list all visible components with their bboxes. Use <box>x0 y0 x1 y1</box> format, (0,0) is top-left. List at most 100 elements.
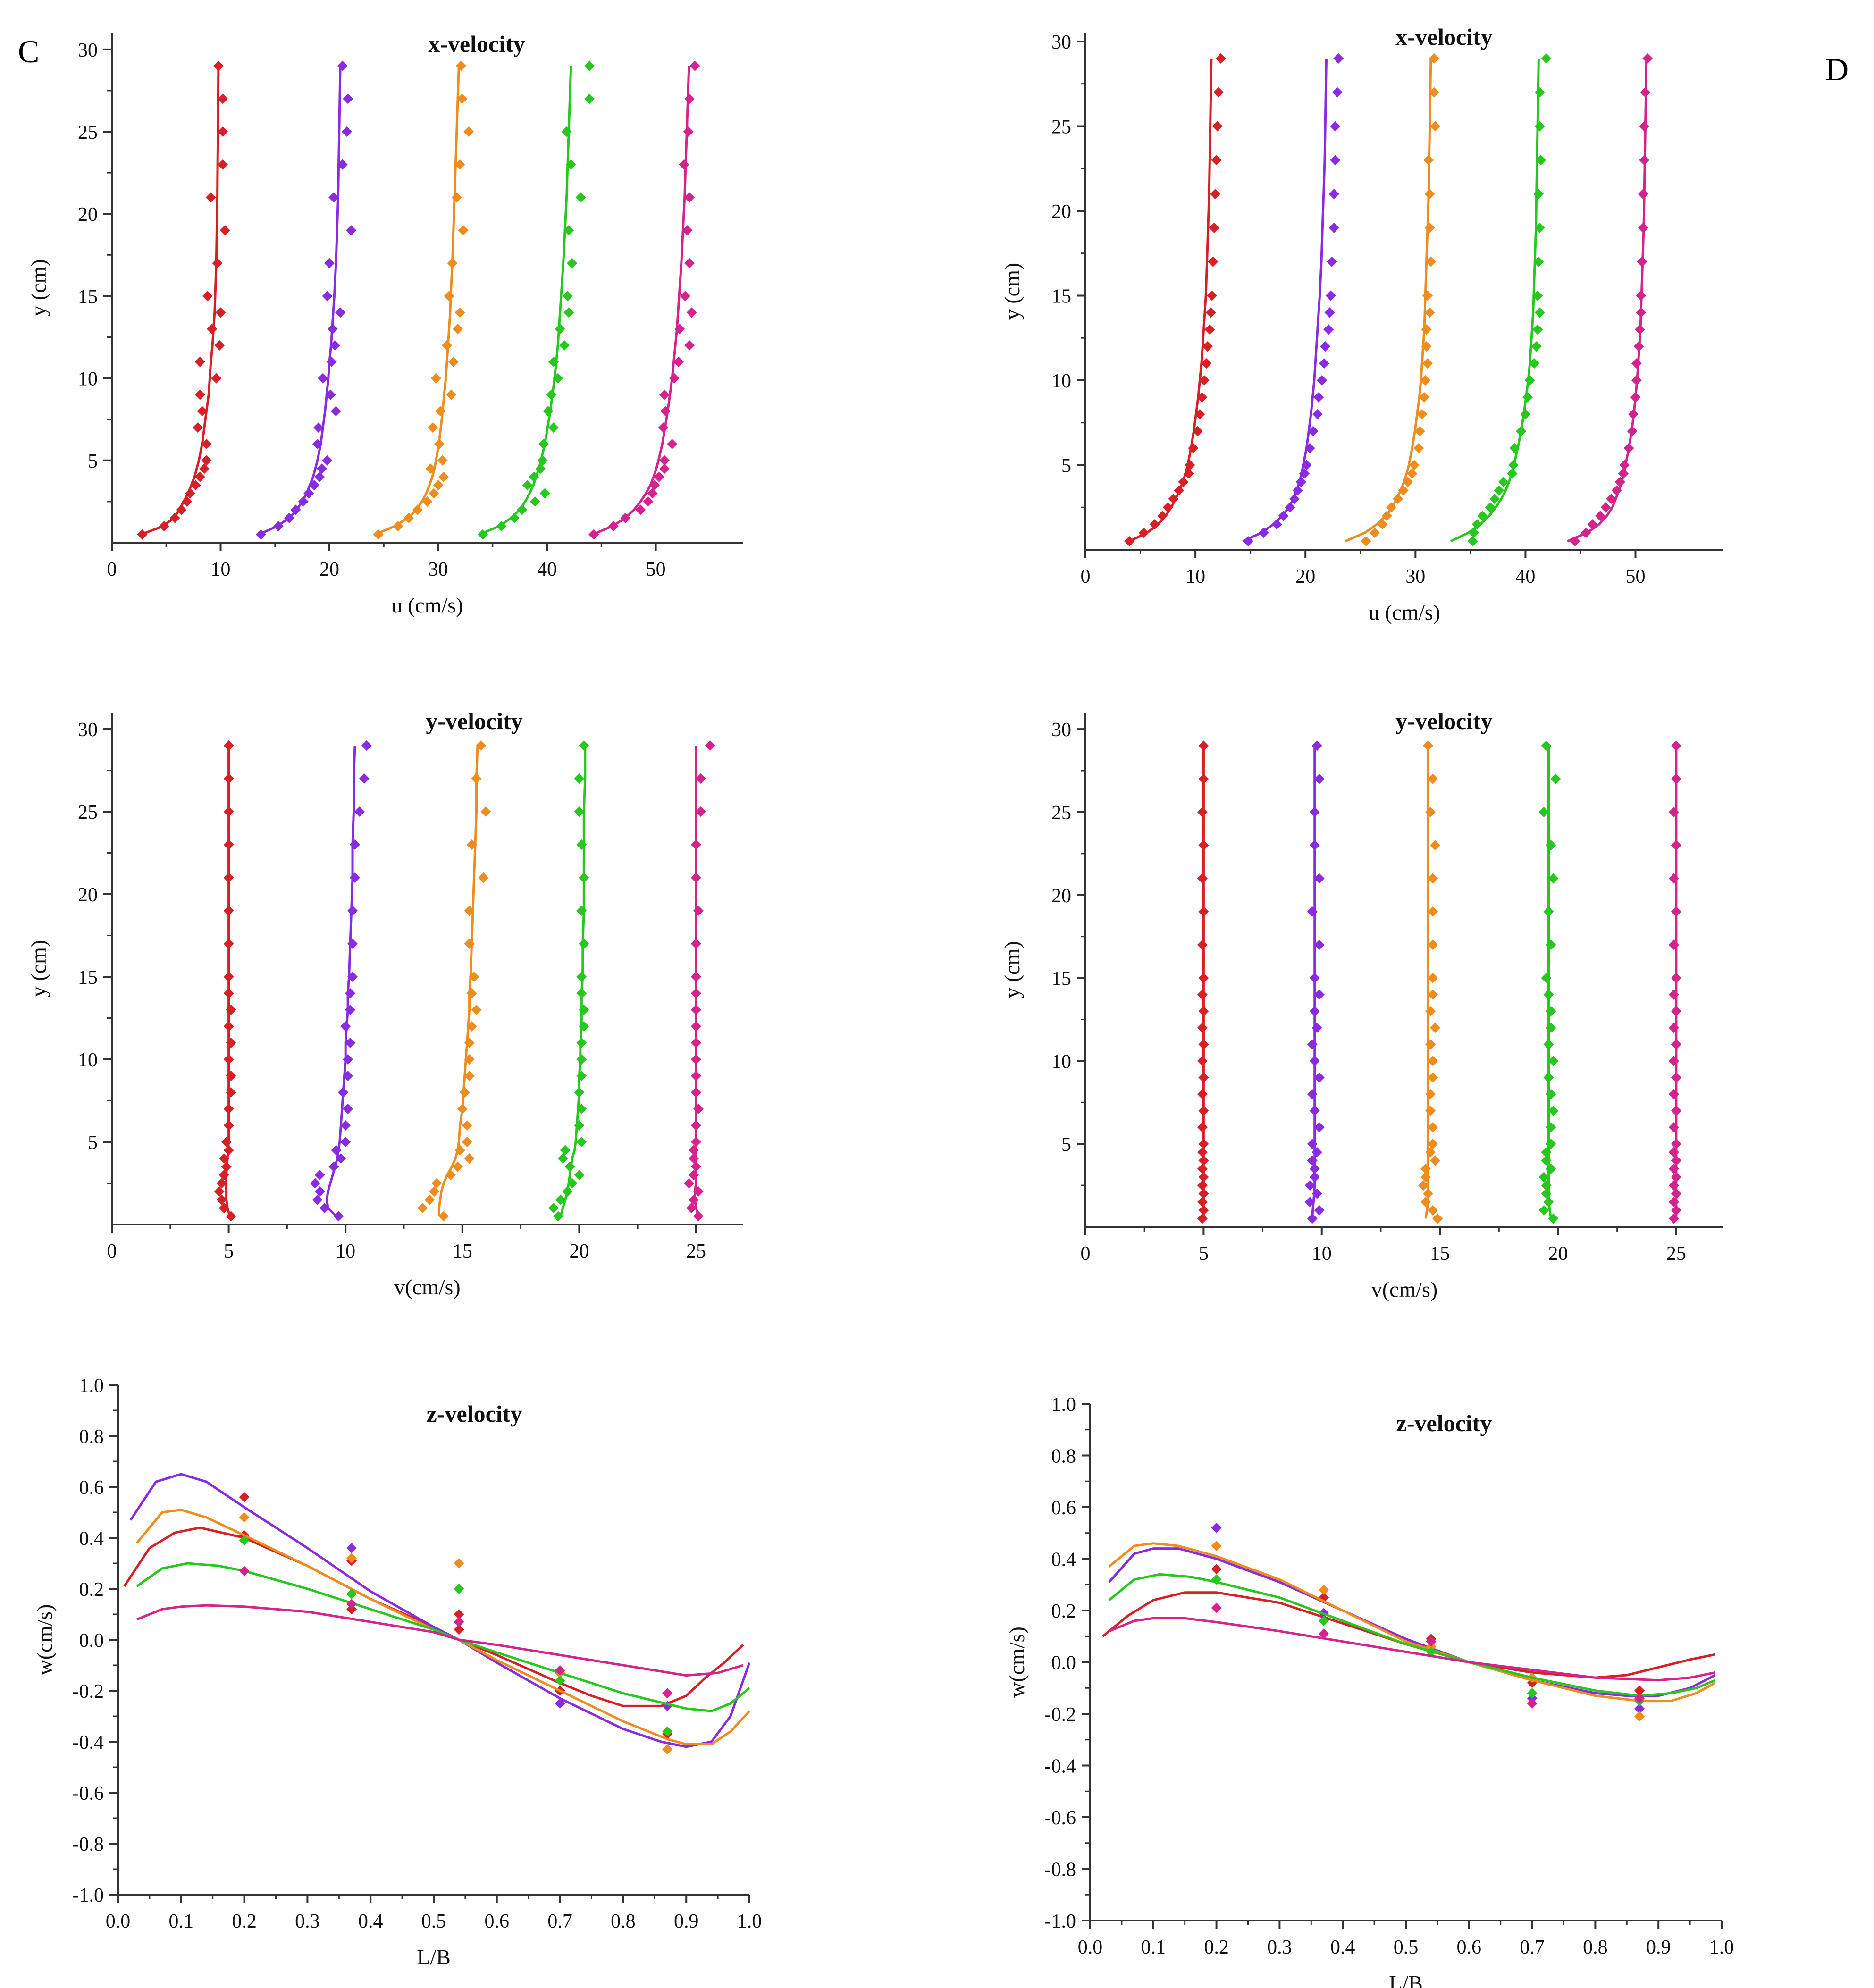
data-point <box>223 773 234 784</box>
series-line <box>1108 1547 1716 1697</box>
data-point <box>535 463 546 474</box>
data-point <box>684 192 695 203</box>
data-point <box>1198 1139 1209 1149</box>
data-point <box>576 1104 587 1114</box>
data-point <box>1536 155 1546 166</box>
data-point <box>218 93 228 104</box>
data-point <box>159 521 169 532</box>
data-point <box>1307 1155 1318 1166</box>
data-point <box>1309 1006 1320 1016</box>
y-axis-label: w(cm/s) <box>1005 1627 1029 1698</box>
data-point <box>471 773 482 784</box>
data-point <box>660 406 671 417</box>
data-point <box>563 225 574 236</box>
data-point <box>221 1161 232 1172</box>
series-line <box>123 1526 744 1707</box>
data-point <box>412 504 423 515</box>
data-point <box>1421 341 1432 352</box>
data-point <box>529 496 540 507</box>
data-point <box>169 512 180 523</box>
data-point <box>429 1186 440 1197</box>
y-tick-label: 10 <box>78 369 98 390</box>
series-1 <box>214 740 236 1222</box>
data-point <box>457 1104 468 1114</box>
data-point <box>393 521 403 532</box>
data-point <box>341 126 352 137</box>
data-point <box>643 496 654 507</box>
data-point <box>1198 1155 1209 1166</box>
data-point <box>1618 468 1629 479</box>
y-tick-label: 15 <box>1051 968 1071 990</box>
data-point <box>1532 324 1543 335</box>
data-point <box>324 258 335 268</box>
data-point <box>453 324 463 335</box>
data-point <box>1425 1089 1436 1099</box>
data-point <box>1636 290 1647 301</box>
data-point <box>539 488 550 499</box>
data-point <box>662 1688 673 1699</box>
data-point <box>1642 53 1653 64</box>
data-point <box>1424 189 1435 200</box>
data-point <box>1309 806 1320 817</box>
y-tick-label: 0.4 <box>1051 1549 1076 1571</box>
y-tick-label: -1.0 <box>1045 1911 1076 1932</box>
data-point <box>1307 1039 1318 1050</box>
data-point <box>345 988 356 998</box>
data-point <box>1425 1039 1436 1050</box>
data-point <box>1638 189 1648 200</box>
data-point <box>1538 1172 1549 1183</box>
data-point <box>216 1178 227 1189</box>
data-point <box>683 126 694 137</box>
data-point <box>438 471 449 482</box>
data-point <box>1185 460 1195 470</box>
data-point <box>1546 840 1556 851</box>
data-point <box>425 463 436 474</box>
data-point <box>1428 989 1438 1000</box>
data-point <box>1614 477 1625 487</box>
x-tick-label: 20 <box>319 559 339 580</box>
data-point <box>1424 222 1435 233</box>
data-point <box>455 60 466 71</box>
data-point <box>1398 485 1409 496</box>
data-point <box>1204 324 1215 335</box>
y-tick-label: 15 <box>78 286 98 308</box>
y-tick-label: 5 <box>1061 455 1071 477</box>
series-4 <box>478 60 595 540</box>
y-tick-label: -0.8 <box>1045 1859 1076 1881</box>
data-point <box>1534 222 1545 233</box>
series-5 <box>1668 740 1681 1224</box>
data-point <box>313 422 324 433</box>
data-point <box>1197 1197 1208 1208</box>
y-tick-label: 5 <box>88 1132 98 1154</box>
data-point <box>1211 1602 1222 1613</box>
data-point <box>1541 1155 1552 1166</box>
data-point <box>1311 1023 1322 1033</box>
data-point <box>1600 502 1611 513</box>
data-point <box>1197 1023 1208 1033</box>
data-point <box>695 806 706 817</box>
data-point <box>219 225 230 236</box>
chart-d-x: 0 10 20 30 40 50 5 10 15 20 25 30 x-velocity u (cm/s)… <box>1000 24 1723 624</box>
data-point <box>476 740 487 751</box>
data-point <box>576 839 587 850</box>
data-point <box>1534 87 1545 98</box>
data-point <box>576 906 587 916</box>
x-tick-label: 10 <box>1312 1243 1332 1265</box>
data-point <box>1538 806 1549 817</box>
data-point <box>314 1170 325 1180</box>
data-point <box>454 1609 464 1619</box>
series-5 <box>136 1566 744 1699</box>
series-line <box>136 1604 744 1677</box>
data-point <box>579 939 589 949</box>
data-point <box>1194 409 1205 419</box>
y-tick-label: 20 <box>78 884 98 906</box>
data-point <box>1639 121 1650 132</box>
data-point <box>1668 1197 1679 1208</box>
data-point <box>284 512 294 523</box>
data-point <box>1541 973 1552 983</box>
y-tick-label: -0.6 <box>1045 1807 1076 1829</box>
data-point <box>337 60 348 71</box>
data-point <box>680 291 690 302</box>
data-point <box>1638 222 1648 233</box>
data-point <box>1611 485 1622 496</box>
